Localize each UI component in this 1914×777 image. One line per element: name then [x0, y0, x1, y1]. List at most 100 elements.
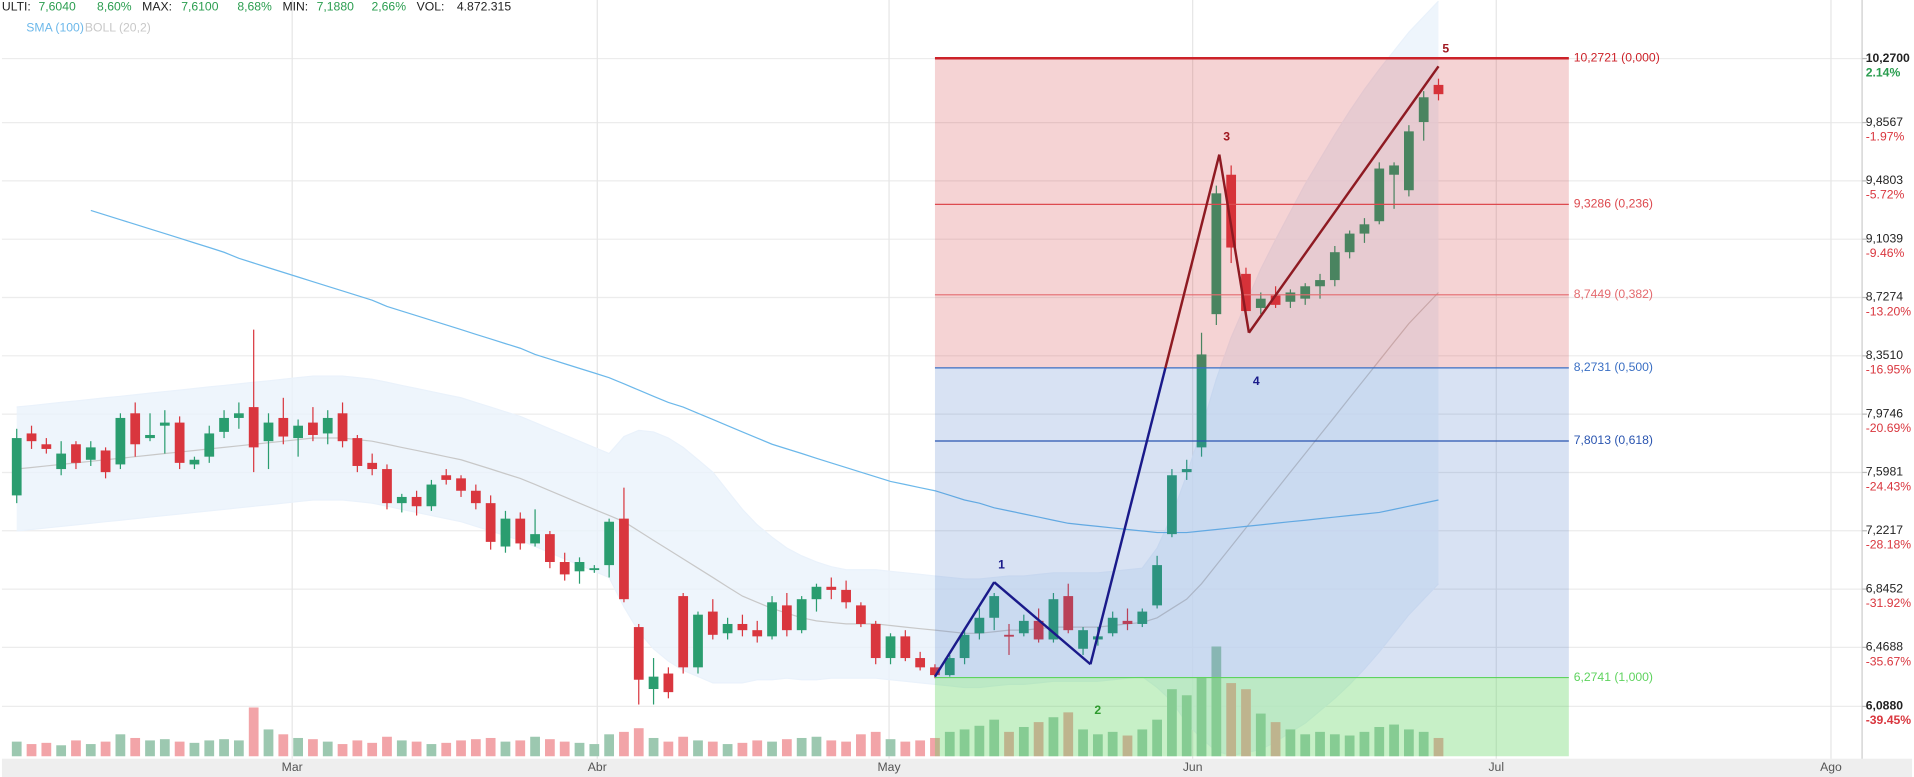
candle-body — [1137, 611, 1148, 624]
header-change: 2,66% — [372, 0, 407, 14]
wave-label: 1 — [998, 557, 1005, 571]
y-tick-change: -9.46% — [1866, 246, 1905, 260]
wave-line — [1164, 154, 1221, 369]
volume-bar — [707, 741, 718, 757]
volume — [11, 646, 1444, 757]
y-tick-label: 6,8452 — [1866, 581, 1903, 595]
candle-body — [1078, 630, 1088, 649]
volume-bar — [293, 737, 303, 757]
volume-bar — [396, 740, 407, 757]
volume-bar — [1418, 731, 1429, 757]
y-tick-label: 9,1039 — [1866, 231, 1903, 245]
candle-body — [308, 422, 318, 435]
candle-body — [604, 521, 615, 566]
y-tick-label: 9,4803 — [1866, 173, 1903, 187]
volume-bar — [352, 740, 363, 757]
volume-bar — [944, 731, 955, 757]
candle-body — [1404, 131, 1414, 191]
volume-bar — [1329, 734, 1340, 757]
volume-bar — [930, 737, 940, 757]
candle-body — [1285, 292, 1296, 302]
volume-bar — [796, 737, 807, 757]
volume-bar — [100, 741, 111, 757]
volume-bar — [411, 741, 422, 757]
wave-label: 3 — [1223, 130, 1230, 144]
y-tick-change: -35.67% — [1866, 654, 1912, 668]
candle-body — [1374, 168, 1385, 222]
fib-label: 8,2731 (0,500) — [1574, 360, 1653, 374]
volume-bar — [130, 737, 141, 757]
candle-body — [707, 611, 718, 635]
candle-body — [559, 562, 570, 575]
x-axis-strip — [1, 758, 1913, 777]
y-tick-label: 7,9746 — [1866, 406, 1903, 420]
candle-body — [1048, 599, 1059, 640]
volume-bar — [737, 742, 748, 757]
candle-body — [85, 447, 96, 460]
volume-bar — [515, 740, 526, 757]
candle-body — [159, 422, 170, 426]
candle-body — [278, 417, 289, 437]
candle-body — [115, 417, 126, 465]
volume-bar — [1270, 722, 1281, 757]
wave-line — [993, 581, 1092, 666]
y-tick-change: 2.14% — [1866, 65, 1901, 79]
candle-body — [589, 568, 600, 571]
candle-body — [1107, 617, 1118, 634]
candle-body — [974, 617, 985, 634]
candle-body — [767, 602, 777, 637]
volume-bar — [1181, 695, 1192, 757]
volume-bar — [1122, 735, 1133, 757]
candle-body — [781, 605, 792, 631]
candle-body — [382, 469, 392, 504]
candle-body — [174, 422, 185, 463]
volume-bar — [1359, 731, 1370, 757]
volume-bar — [115, 734, 126, 757]
volume-bar — [71, 740, 81, 757]
sma-line — [90, 209, 1439, 534]
volume-bar — [1374, 726, 1385, 757]
candle-body — [470, 490, 481, 504]
volume-bar — [263, 729, 274, 757]
volume-bar — [781, 739, 792, 757]
volume-bar — [1255, 713, 1266, 757]
y-tick-change: -31.92% — [1866, 596, 1912, 610]
volume-bar — [1226, 683, 1237, 757]
volume-bar — [233, 740, 244, 757]
candle-body — [1329, 252, 1340, 281]
fib-label: 7,8013 (0,618) — [1574, 433, 1653, 447]
candle-body — [1255, 298, 1266, 308]
y-tick-label: 6,0880 — [1866, 699, 1903, 713]
fib-zone — [934, 367, 1569, 678]
wave-line — [1247, 65, 1440, 334]
x-tick-label: Jun — [1183, 760, 1203, 774]
header-value: 7,1880 — [317, 0, 354, 14]
candle-body — [1181, 469, 1192, 473]
y-tick-change: -20.69% — [1866, 421, 1912, 435]
candle-body — [293, 425, 303, 439]
header-change: 8,60% — [97, 0, 132, 14]
header-name: VOL: — [417, 0, 445, 14]
candle-body — [500, 518, 511, 547]
volume-bar — [811, 736, 822, 757]
y-tick-label: 7,5981 — [1866, 465, 1903, 479]
candle-body — [396, 496, 407, 504]
candle-body — [456, 478, 466, 491]
volume-bar — [85, 744, 96, 757]
candle-body — [870, 623, 881, 659]
volume-bar — [174, 741, 185, 757]
candle-body — [678, 596, 689, 668]
volume-bar — [11, 741, 22, 757]
header: ULTI: 7,6040 8,60% MAX: 7,6100 8,68% MIN: 7,188… — [2, 0, 511, 34]
candle-body — [189, 459, 200, 465]
volume-bar — [1241, 689, 1251, 757]
volume-bar — [189, 742, 200, 757]
candle-body — [545, 534, 555, 563]
header-value: 4.872.315 — [457, 0, 511, 14]
volume-bar — [470, 739, 481, 757]
candle-body — [337, 413, 348, 442]
volume-bar — [145, 740, 155, 757]
volume-bar — [1152, 719, 1162, 757]
candle-body — [1270, 295, 1281, 305]
candle-body — [233, 413, 244, 418]
